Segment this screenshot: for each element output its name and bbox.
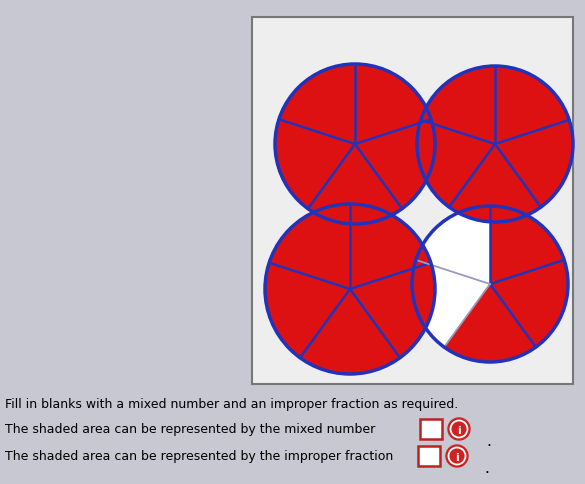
Wedge shape	[269, 205, 350, 289]
Wedge shape	[275, 120, 355, 209]
Bar	[252, 18, 573, 384]
Wedge shape	[417, 121, 495, 208]
Wedge shape	[449, 145, 541, 223]
Wedge shape	[308, 145, 402, 225]
Circle shape	[417, 67, 573, 223]
Wedge shape	[495, 67, 569, 145]
Text: The shaded area can be represented by the improper fraction: The shaded area can be represented by th…	[5, 449, 393, 462]
Circle shape	[275, 65, 435, 225]
Wedge shape	[350, 263, 435, 358]
Bar	[420, 419, 442, 439]
Wedge shape	[355, 65, 431, 145]
Bar	[418, 446, 440, 466]
Text: Fill in blanks with a mixed number and an improper fraction as required.: Fill in blanks with a mixed number and a…	[5, 397, 458, 410]
Circle shape	[412, 207, 568, 362]
Text: .: .	[486, 433, 491, 448]
Wedge shape	[495, 121, 573, 208]
Circle shape	[448, 418, 470, 440]
Wedge shape	[300, 289, 400, 374]
Circle shape	[265, 205, 435, 374]
Wedge shape	[355, 120, 435, 209]
Wedge shape	[279, 65, 355, 145]
Circle shape	[446, 445, 468, 467]
Wedge shape	[490, 260, 568, 348]
Wedge shape	[444, 285, 536, 362]
Text: i: i	[457, 425, 461, 435]
Wedge shape	[350, 205, 431, 289]
Text: .: .	[484, 460, 489, 475]
Wedge shape	[490, 207, 564, 285]
Text: i: i	[455, 452, 459, 462]
Wedge shape	[421, 67, 495, 145]
Wedge shape	[265, 263, 350, 358]
Text: The shaded area can be represented by the mixed number: The shaded area can be represented by th…	[5, 422, 375, 435]
